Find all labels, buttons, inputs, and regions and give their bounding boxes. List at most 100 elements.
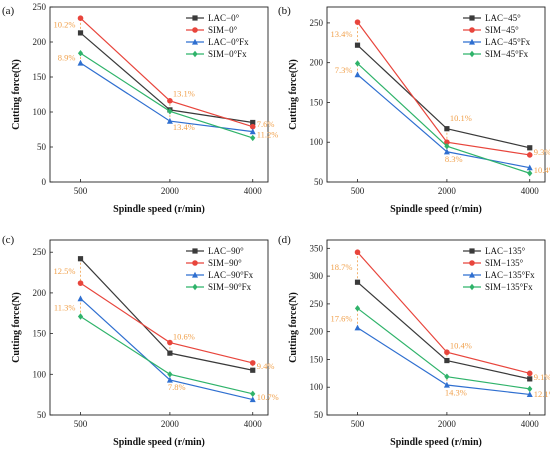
legend-swatch-marker	[469, 283, 475, 291]
data-point	[249, 128, 256, 135]
percent-annotation: 13.4%	[331, 29, 353, 39]
y-tick-label: 150	[310, 354, 324, 364]
plot-frame	[326, 6, 546, 183]
legend-label: SIM−90°	[208, 258, 242, 268]
series-line	[80, 282, 253, 364]
chart-panel-a: (a) 0 50 100 150 200 250 500 2000 4000 Spindle spe…	[2, 2, 278, 215]
legend-swatch-marker	[192, 27, 198, 33]
legend: LAC−135° SIM−135° LAC−135°Fx SIM−135°Fx	[463, 246, 535, 292]
legend-label: SIM−0°	[208, 25, 238, 35]
legend-swatch-marker	[469, 260, 475, 266]
percent-annotation: 10.7%	[257, 392, 279, 402]
y-axis-label: Cutting force(N)	[11, 292, 22, 363]
data-point	[354, 60, 361, 67]
y-tick-label: 100	[310, 137, 324, 147]
y-tick-label: 150	[310, 97, 324, 107]
percent-annotation: 8.9%	[58, 52, 76, 62]
panel-label: (b)	[278, 5, 291, 17]
series-simfx	[77, 50, 256, 142]
series-simfx	[77, 313, 256, 398]
series-lacfx	[354, 71, 533, 171]
y-tick-label: 250	[33, 247, 47, 257]
chart-panel-b: (b) 50 100 150 200 250 500 2000 4000 Spindle spee…	[278, 5, 550, 215]
data-point	[166, 117, 173, 124]
percent-annotation: 9.4%	[257, 361, 275, 371]
data-point	[250, 119, 256, 126]
y-tick-label: 50	[314, 410, 324, 420]
series-lacfx	[77, 295, 256, 403]
x-tick-label: 2000	[438, 419, 457, 429]
percent-annotation: 7.8%	[168, 382, 186, 392]
plot-frame	[49, 6, 269, 183]
data-point	[527, 385, 533, 393]
y-tick-label: 50	[37, 142, 47, 152]
y-tick-label: 250	[33, 2, 47, 12]
data-point	[444, 357, 450, 364]
x-tick-label: 2000	[161, 186, 180, 196]
y-axis-label: Cutting force(N)	[288, 292, 299, 363]
series-lac	[354, 42, 533, 151]
percent-annotation: 11.3%	[54, 303, 76, 313]
series-lacfx	[77, 59, 256, 135]
legend-swatch-marker	[469, 27, 475, 33]
data-point	[167, 339, 173, 346]
data-point	[249, 123, 256, 130]
y-tick-label: 200	[310, 58, 324, 68]
percent-annotation: 10.1%	[450, 113, 472, 123]
legend-swatch-marker	[469, 15, 475, 21]
data-point	[443, 148, 450, 155]
y-tick-label: 100	[33, 107, 47, 117]
data-point	[527, 145, 533, 151]
y-tick-label: 0	[42, 177, 47, 187]
data-point	[250, 367, 256, 373]
x-tick-label: 4000	[521, 419, 540, 429]
data-point	[249, 396, 256, 403]
legend-label: LAC−90°Fx	[208, 270, 254, 280]
data-point	[354, 19, 361, 25]
series-lac	[354, 279, 533, 382]
percent-annotation: 8.3%	[445, 154, 463, 164]
data-point	[444, 143, 450, 150]
data-point	[167, 350, 173, 356]
x-tick-label: 500	[74, 419, 88, 429]
data-point	[77, 256, 84, 262]
legend-swatch-marker	[469, 271, 475, 278]
legend-label: LAC−90°	[208, 246, 244, 256]
percent-annotation: 13.4%	[173, 122, 195, 132]
y-axis-label: Cutting force(N)	[288, 59, 299, 130]
plot-frame	[326, 239, 546, 416]
percent-annotation: 14.3%	[445, 387, 467, 397]
legend-label: SIM−90°Fx	[208, 282, 252, 292]
data-point	[354, 279, 361, 285]
x-tick-label: 2000	[438, 186, 457, 196]
percent-annotation: 12.1%	[534, 389, 550, 399]
x-axis-label: Spindle speed (r/min)	[113, 437, 205, 448]
data-point	[77, 50, 84, 57]
legend-swatch-marker	[192, 260, 198, 266]
legend-swatch-marker	[192, 15, 198, 21]
legend-label: SIM−135°Fx	[485, 282, 533, 292]
y-tick-label: 50	[314, 177, 324, 187]
legend-swatch-marker	[469, 248, 475, 254]
legend-swatch-marker	[192, 248, 198, 254]
data-point	[77, 59, 84, 66]
data-point	[444, 373, 450, 380]
x-axis-label: Spindle speed (r/min)	[390, 204, 482, 215]
series-sim	[354, 19, 533, 158]
data-point	[526, 164, 533, 171]
legend-label: LAC−45°Fx	[485, 37, 531, 47]
percent-annotation: 9.1%	[534, 372, 550, 382]
legend-swatch-marker	[192, 50, 198, 58]
data-point	[250, 134, 256, 142]
legend-swatch-marker	[469, 38, 475, 45]
series-line	[357, 74, 530, 169]
y-tick-label: 250	[310, 299, 324, 309]
x-tick-label: 2000	[161, 419, 180, 429]
y-tick-label: 350	[310, 243, 324, 253]
legend: LAC−45° SIM−45° LAC−45°Fx SIM−45°Fx	[463, 13, 531, 59]
y-tick-label: 150	[33, 72, 47, 82]
percent-annotation: 13.1%	[173, 89, 195, 99]
data-point	[166, 376, 173, 383]
x-tick-label: 4000	[244, 186, 263, 196]
